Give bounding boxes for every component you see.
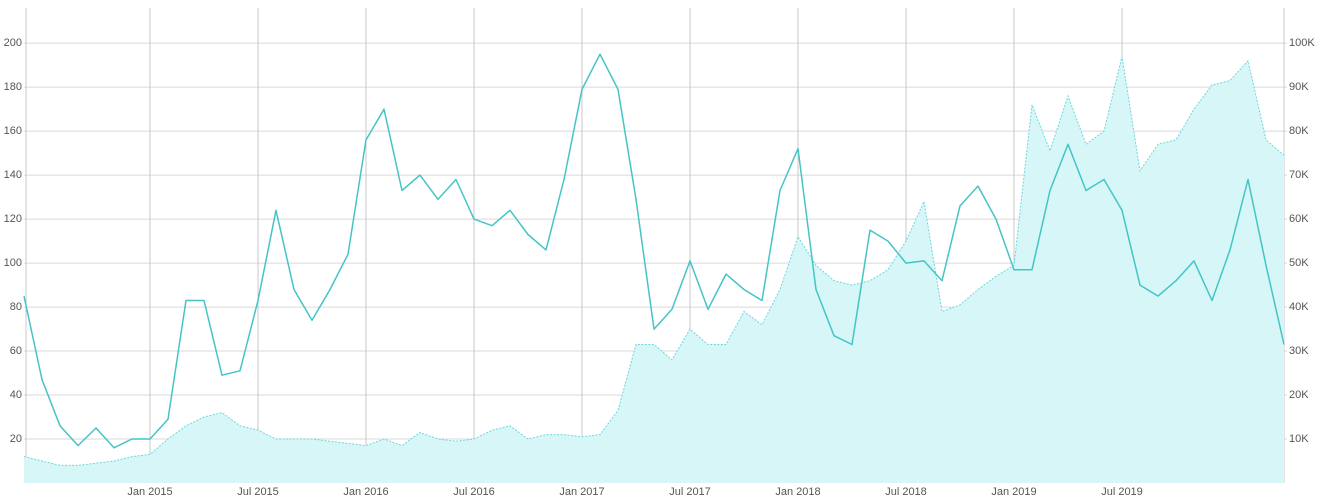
y2-tick-label: 40K [1289, 301, 1309, 313]
y2-tick-label: 20K [1289, 389, 1309, 401]
x-tick-label: Jan 2017 [559, 486, 604, 498]
x-tick-label: Jul 2019 [1101, 486, 1143, 498]
y-tick-label: 80 [10, 301, 22, 313]
x-tick-label: Jan 2019 [991, 486, 1036, 498]
y-tick-label: 200 [4, 37, 22, 49]
y2-tick-label: 30K [1289, 345, 1309, 357]
y2-tick-label: 50K [1289, 257, 1309, 269]
area-fill [24, 56, 1284, 484]
x-tick-label: Jul 2015 [237, 486, 279, 498]
y2-tick-label: 60K [1289, 213, 1309, 225]
y2-tick-label: 70K [1289, 169, 1309, 181]
y-tick-label: 160 [4, 125, 22, 137]
y2-tick-label: 100K [1289, 37, 1315, 49]
y-tick-label: 60 [10, 345, 22, 357]
y-tick-label: 40 [10, 389, 22, 401]
x-tick-label: Jul 2017 [669, 486, 711, 498]
y-tick-label: 20 [10, 433, 22, 445]
y-tick-label: 180 [4, 81, 22, 93]
x-tick-label: Jul 2016 [453, 486, 495, 498]
x-tick-label: Jan 2018 [775, 486, 820, 498]
y-tick-label: 140 [4, 169, 22, 181]
y-tick-label: 120 [4, 213, 22, 225]
area-line [23, 56, 1285, 466]
line [23, 53, 1285, 449]
y2-tick-label: 90K [1289, 81, 1309, 93]
x-tick-label: Jan 2016 [343, 486, 388, 498]
y2-tick-label: 80K [1289, 125, 1309, 137]
x-tick-label: Jul 2018 [885, 486, 927, 498]
x-tick-label: Jan 2015 [127, 486, 172, 498]
y2-tick-label: 10K [1289, 433, 1309, 445]
y-tick-label: 100 [4, 257, 22, 269]
